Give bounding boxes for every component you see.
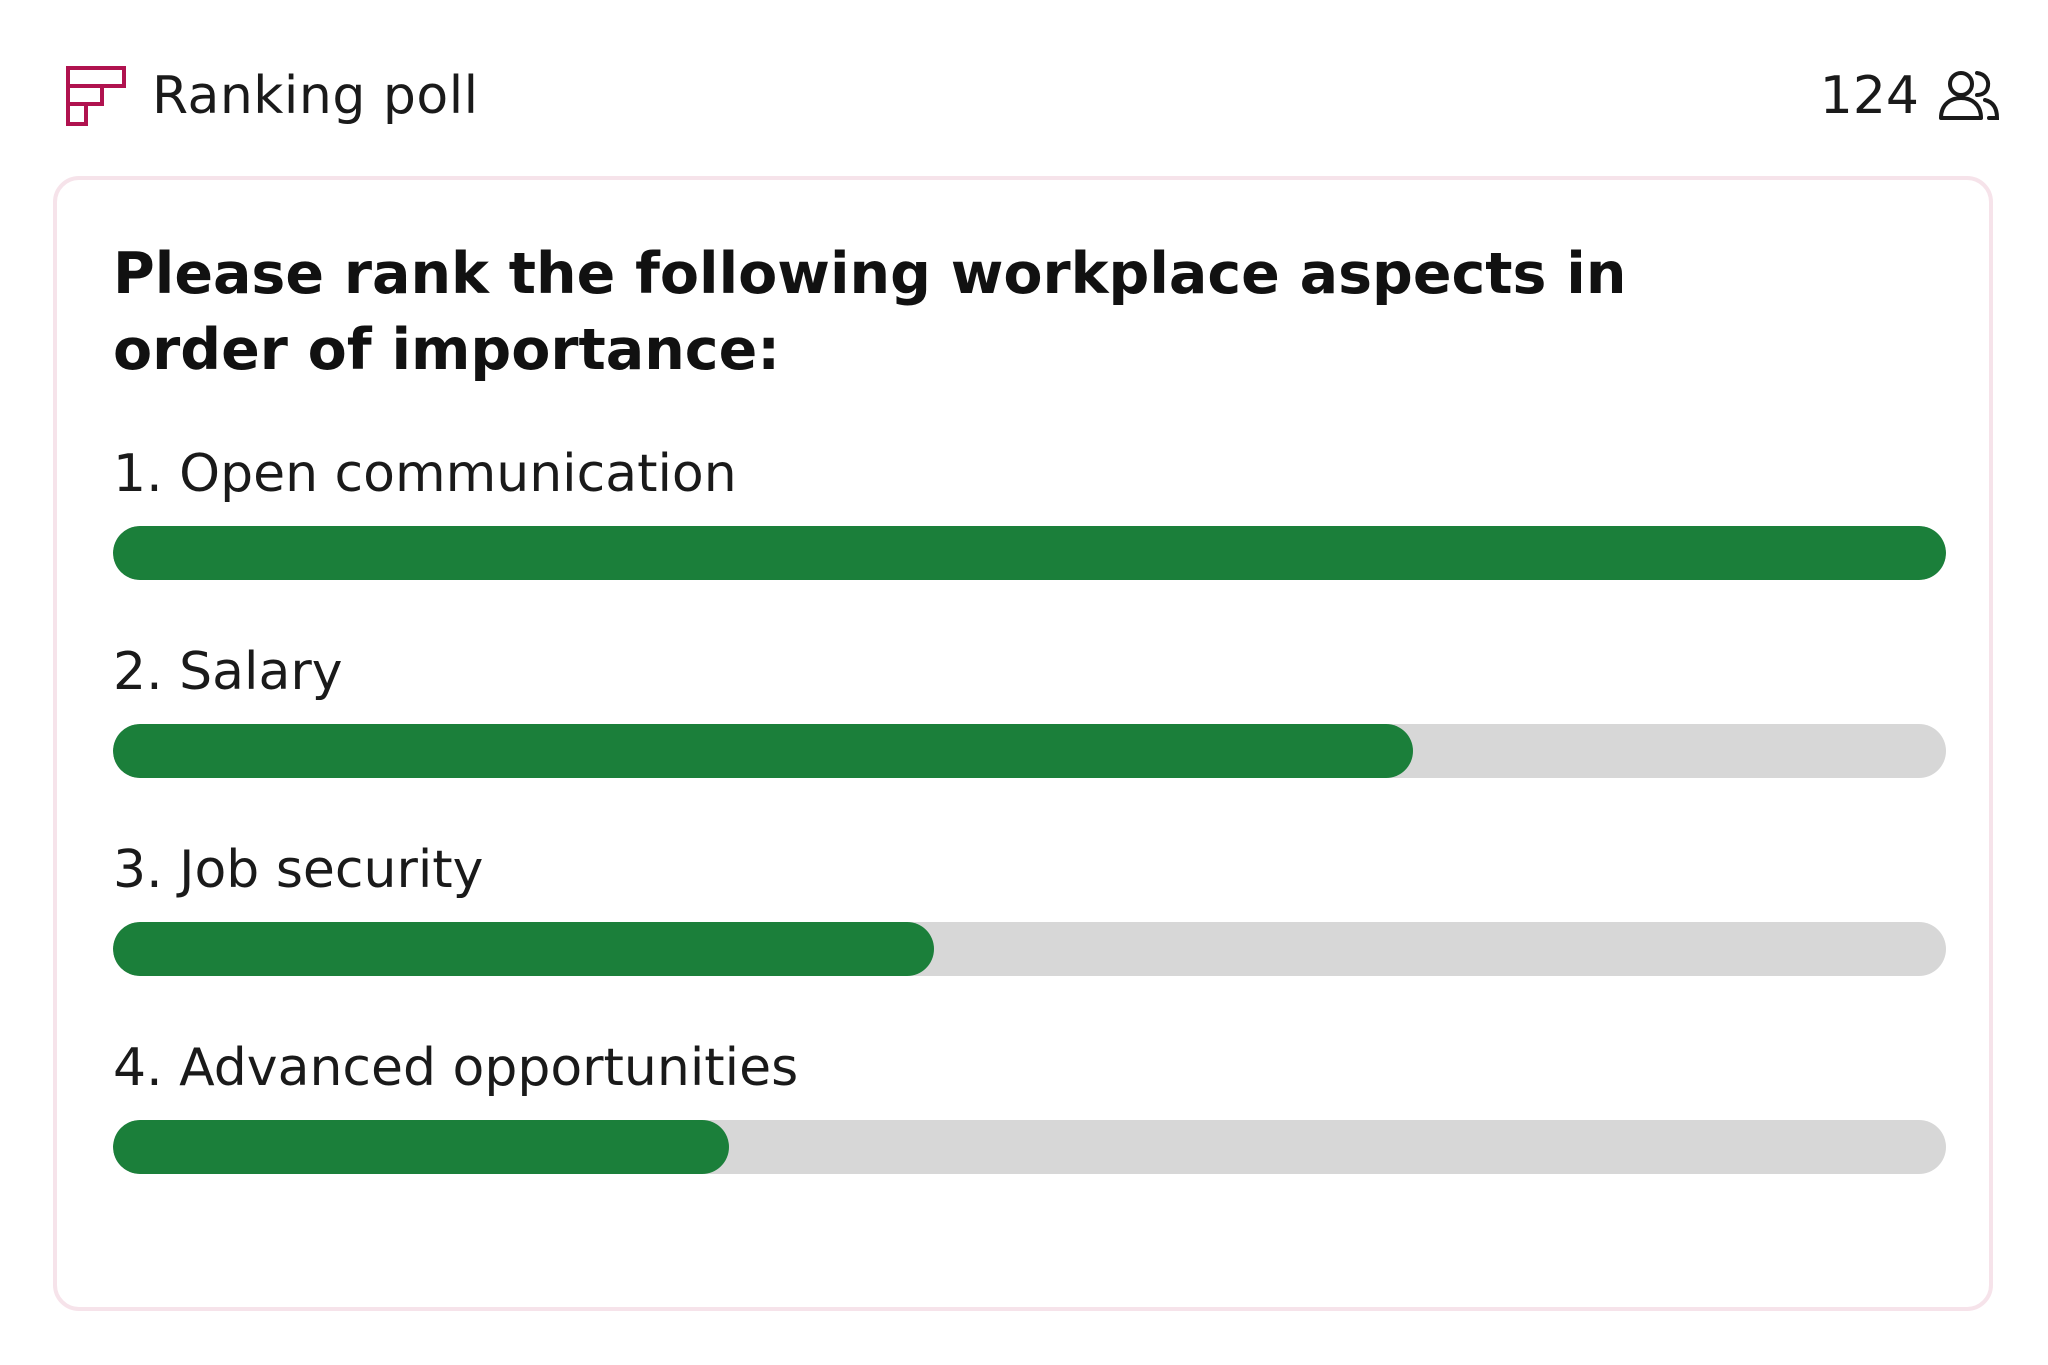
poll-question: Please rank the following workplace aspe…: [113, 241, 1627, 383]
poll-results-card: Please rank the following workplace aspe…: [53, 176, 1993, 1311]
option-bar-fill: [113, 724, 1413, 778]
participant-count-group: 124: [1820, 64, 2001, 128]
option-bar-track: [113, 922, 1946, 976]
option-bar-fill: [113, 922, 935, 976]
ranking-poll-icon: [66, 66, 126, 126]
option-bar-track: [113, 724, 1946, 778]
option-bar-track: [113, 1120, 1946, 1174]
option-bar-track: [113, 526, 1946, 580]
participant-count: 124: [1819, 66, 1919, 126]
ranking-option: 2. Salary: [113, 642, 1946, 778]
ranking-option: 1. Open communication: [113, 444, 1946, 580]
option-bar-fill: [113, 1120, 729, 1174]
ranking-option: 3. Job security: [113, 840, 1946, 976]
ranking-option: 4. Advanced opportunities: [113, 1038, 1946, 1174]
option-label: 3. Job security: [113, 840, 484, 900]
poll-type-group: Ranking poll: [66, 66, 479, 126]
option-label: 1. Open communication: [113, 444, 737, 504]
poll-header: Ranking poll 124: [66, 58, 2001, 134]
option-bar-fill: [113, 526, 1946, 580]
option-label: 2. Salary: [113, 642, 343, 702]
option-label: 4. Advanced opportunities: [113, 1038, 799, 1098]
users-icon: [1937, 64, 2001, 128]
poll-type-label: Ranking poll: [152, 66, 479, 126]
